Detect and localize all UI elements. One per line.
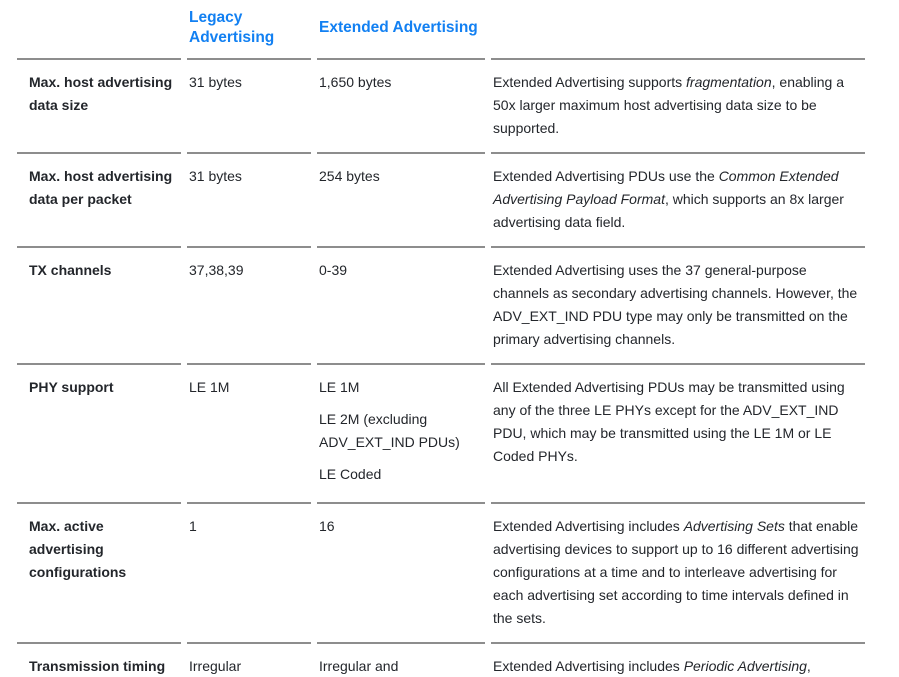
legacy-value-cell: LE 1M [187,365,311,504]
feature-cell: Max. host advertising data size [17,60,181,154]
table-body: Max. host advertising data size 31 bytes 1… [17,60,865,677]
feature-cell-text: TX channels [29,262,112,278]
feature-cell: Max. active advertising configurations [17,504,181,644]
extended-value-cell-text: 1,650 bytes [319,74,392,90]
description-segment: , which supports an 8x larger advertisin… [493,191,844,230]
extended-value-cell: 1,650 bytes [317,60,485,154]
extended-value-cell-text: 0-39 [319,262,348,278]
description-text: Extended Advertising supports fragmentat… [493,71,861,140]
extended-value-cell-text: LE Coded [319,466,382,482]
extended-value-cell-text: LE 2M (excluding ADV_EXT_IND PDUs) [319,411,460,450]
description-cell: All Extended Advertising PDUs may be tra… [491,365,865,504]
description-segment: that enable advertising devices to suppo… [493,518,859,626]
legacy-value-cell: 31 bytes [187,154,311,248]
legacy-value-cell: Irregular [187,644,311,677]
extended-value-cell: 254 bytes [317,154,485,248]
table-row: PHY support LE 1M LE 1M LE 2M (excluding AD… [17,365,865,504]
table-row: Max. active advertising configurations 1 1… [17,504,865,644]
table-row: Max. host advertising data size 31 bytes 1… [17,60,865,154]
legacy-value-cell-text: Irregular [189,658,242,674]
feature-cell-text: Max. host advertising data per packet [29,168,173,207]
table-row: Transmission timing Irregular Irregular an… [17,644,865,677]
extended-advertising-column-header: Extended Advertising [317,0,485,60]
description-cell: Extended Advertising PDUs use the Common… [491,154,865,248]
description-text: All Extended Advertising PDUs may be tra… [493,376,861,468]
feature-cell-text: Max. active advertising configurations [29,518,127,580]
description-text: Extended Advertising includes Periodic A… [493,655,861,677]
description-cell: Extended Advertising includes Periodic A… [491,644,865,677]
feature-cell-text: Transmission timing [29,658,166,674]
header-row: Legacy Advertising Extended Advertising [17,0,865,60]
description-segment: Extended Advertising PDUs use the [493,168,719,184]
extended-value-cell-text: 254 bytes [319,168,380,184]
description-segment: , enabling time-synchronized communicati… [806,658,811,674]
legacy-advertising-column-header: Legacy Advertising [187,0,311,60]
feature-cell-text: PHY support [29,379,114,395]
description-italic-term: Periodic Advertising [683,658,807,674]
description-cell: Extended Advertising includes Advertisin… [491,504,865,644]
extended-value-cell-text: 16 [319,518,335,534]
description-segment: Extended Advertising supports [493,74,687,90]
legacy-value-cell: 31 bytes [187,60,311,154]
feature-cell: PHY support [17,365,181,504]
table-row: Max. host advertising data per packet 31 … [17,154,865,248]
extended-value-cell: 0-39 [317,248,485,365]
description-segment: Extended Advertising includes [493,658,684,674]
description-segment: Extended Advertising uses the 37 general… [493,262,858,347]
legacy-value-cell: 1 [187,504,311,644]
description-segment: , enabling a 50x larger maximum host adv… [493,74,845,136]
description-italic-term: Common Extended Advertising Payload Form… [493,168,839,207]
legacy-value-cell: 37,38,39 [187,248,311,365]
legacy-value-cell-text: 37,38,39 [189,262,244,278]
description-text: Extended Advertising PDUs use the Common… [493,165,861,234]
extended-value-cell: 16 [317,504,485,644]
description-text: Extended Advertising uses the 37 general… [493,259,861,351]
description-italic-term: fragmentation [686,74,772,90]
description-italic-term: Advertising Sets [683,518,785,534]
description-text: Extended Advertising includes Advertisin… [493,515,861,630]
feature-column-header [17,0,181,60]
legacy-value-cell-text: LE 1M [189,379,230,395]
feature-cell: Max. host advertising data per packet [17,154,181,248]
extended-value-cell-text: LE 1M [319,379,360,395]
description-segment: All Extended Advertising PDUs may be tra… [493,379,845,464]
extended-value-cell: Irregular andRegular (periodic) [317,644,485,677]
legacy-value-cell-text: 31 bytes [189,168,242,184]
legacy-value-cell-text: 1 [189,518,197,534]
description-cell: Extended Advertising supports fragmentat… [491,60,865,154]
table-row: TX channels 37,38,39 0-39 Extended Advertis… [17,248,865,365]
description-column-header [491,0,865,60]
feature-cell: TX channels [17,248,181,365]
description-segment: Extended Advertising includes [493,518,684,534]
extended-value-cell: LE 1M LE 2M (excluding ADV_EXT_IND PDUs) L… [317,365,485,504]
legacy-value-cell-text: 31 bytes [189,74,242,90]
extended-value-cell-text: Irregular and [319,658,399,674]
feature-cell: Transmission timing [17,644,181,677]
advertising-comparison-table: Legacy Advertising Extended Advertising … [11,0,871,677]
description-cell: Extended Advertising uses the 37 general… [491,248,865,365]
feature-cell-text: Max. host advertising data size [29,74,173,113]
